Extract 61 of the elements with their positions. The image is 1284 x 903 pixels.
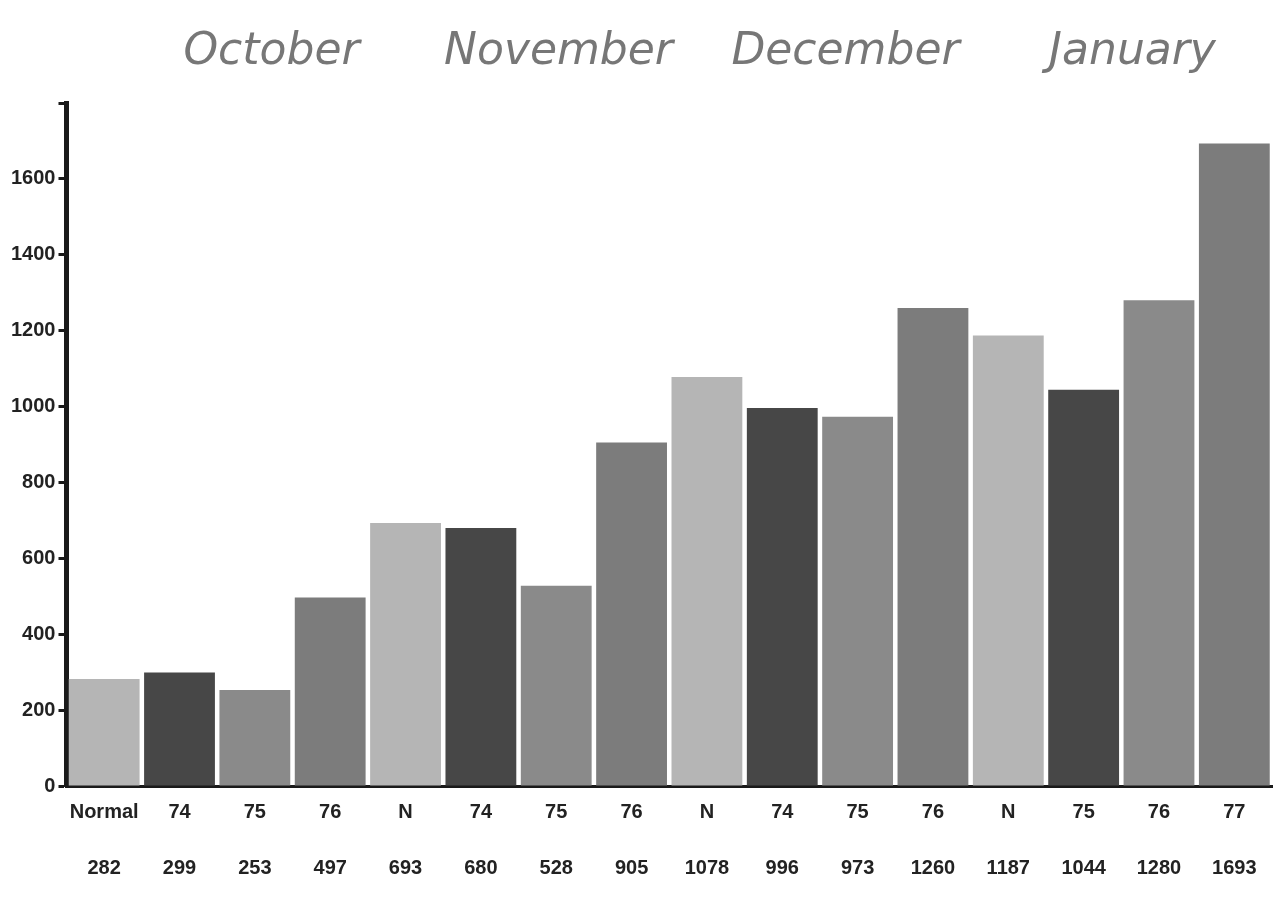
bar <box>1048 389 1120 786</box>
text: October <box>182 22 363 74</box>
data-label: 680 <box>464 855 498 878</box>
bar <box>897 307 969 786</box>
text: December <box>730 22 963 74</box>
data-label: 1693 <box>1212 855 1257 878</box>
x-tick-label: 74 <box>168 799 192 822</box>
bar <box>746 408 818 786</box>
text: November <box>443 22 676 74</box>
bar <box>1123 300 1195 786</box>
bar <box>520 585 592 786</box>
data-label: 497 <box>313 855 347 878</box>
data-label: 282 <box>87 855 121 878</box>
x-tick-label: 77 <box>1223 799 1246 822</box>
bar <box>822 416 894 786</box>
x-tick-label: 74 <box>469 799 493 822</box>
x-tick-label: 75 <box>1072 799 1095 822</box>
data-label: 1078 <box>684 855 730 878</box>
bar <box>370 523 441 786</box>
data-label: 1187 <box>986 855 1030 878</box>
x-tick-label: Normal <box>69 799 139 822</box>
y-tick-label: 1600 <box>10 166 56 189</box>
y-tick-label: 0 <box>44 773 56 796</box>
bar <box>671 376 743 786</box>
data-label: 905 <box>614 855 649 878</box>
bar <box>596 442 667 786</box>
y-tick-label: 400 <box>22 621 56 644</box>
data-label: 1280 <box>1136 855 1182 878</box>
data-label: 1044 <box>1061 855 1107 878</box>
y-tick-label: 800 <box>22 469 56 492</box>
data-label: 528 <box>539 855 573 878</box>
x-tick-label: 76 <box>319 799 342 822</box>
y-tick-label: 600 <box>22 545 56 568</box>
data-label: 973 <box>840 855 875 878</box>
bar <box>219 690 291 786</box>
data-label: 1260 <box>910 855 956 878</box>
x-tick-label: N <box>699 799 715 822</box>
data-label: 693 <box>388 855 423 878</box>
y-tick-label: 1000 <box>10 394 56 417</box>
y-tick-label: 200 <box>22 697 56 720</box>
bar <box>1198 143 1270 786</box>
data-label: 299 <box>162 855 197 878</box>
y-tick-label: 1400 <box>10 242 56 265</box>
x-tick-label: 75 <box>545 799 568 822</box>
x-tick-label: 76 <box>620 799 643 822</box>
bar <box>445 527 517 786</box>
bar <box>68 679 140 786</box>
x-tick-label: 76 <box>921 799 945 822</box>
x-tick-label: 75 <box>846 799 869 822</box>
x-tick-label: 74 <box>771 799 795 822</box>
bar <box>972 335 1044 786</box>
data-label: 253 <box>238 855 272 878</box>
x-tick-label: 75 <box>243 799 266 822</box>
y-tick-label: 1200 <box>10 318 56 341</box>
x-tick-label: N <box>1001 799 1016 822</box>
text: January <box>1041 22 1217 74</box>
bar <box>294 597 366 786</box>
bar <box>144 672 215 786</box>
data-label: 996 <box>765 855 799 878</box>
x-tick-label: 76 <box>1147 799 1171 822</box>
x-tick-label: N <box>398 799 413 822</box>
